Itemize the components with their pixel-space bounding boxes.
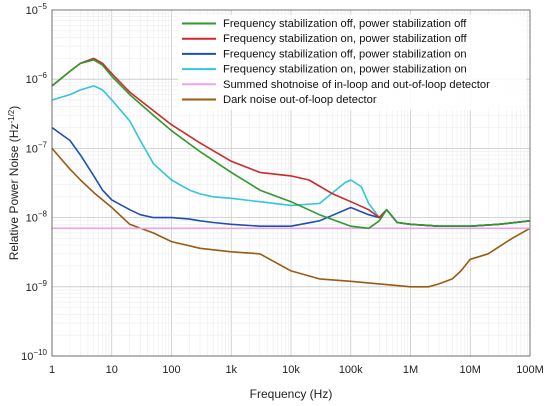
x-tick-label: 1k [225,364,237,376]
legend-label: Frequency stabilization off, power stabi… [223,18,467,30]
y-axis-title: Relative Power Noise (Hz-1/2) [7,106,21,261]
x-tick-label: 1M [403,364,418,376]
y-tick-label: 10−9 [26,279,48,294]
series-line-6 [51,147,531,288]
x-tick-label: 100k [339,364,363,376]
y-axis-title-exponent: -1/2 [7,109,16,123]
x-axis-title: Frequency (Hz) [250,387,333,401]
legend-label: Summed shotnoise of in-loop and out-of-l… [223,79,490,91]
legend-label: Frequency stabilization on, power stabil… [223,64,467,76]
y-tick-label: 10−7 [26,140,48,155]
y-tick-label: 10−8 [26,210,48,225]
y-tick-label: 10−6 [26,71,48,86]
legend-label: Frequency stabilization on, power stabil… [223,33,467,45]
series-line-1 [51,59,531,230]
x-tick-label: 10k [282,364,300,376]
y-tick-label: 10−10 [21,348,47,363]
x-tick-label: 1 [49,364,55,376]
y-tick-label: 10−5 [26,2,48,17]
x-tick-label: 10 [106,364,118,376]
x-tick-label: 100 [162,364,180,376]
legend-background [178,15,526,111]
x-tick-label: 100M [516,364,544,376]
y-tick-labels: 10−10 10−9 10−8 10−7 10−6 10−5 [21,2,47,363]
x-tick-label: 10M [460,364,481,376]
y-axis-title-main: Relative Power Noise (Hz [7,124,21,261]
legend-label: Dark noise out-of-loop detector [223,94,377,106]
y-axis-title-close: ) [7,106,21,110]
legend: Frequency stabilization off, power stabi… [178,15,526,111]
legend-label: Frequency stabilization off, power stabi… [223,48,467,60]
x-tick-labels: 1 10 100 1k 10k 100k 1M 10M 100M [49,364,544,376]
series-layer [51,57,531,288]
plot-frame [51,9,531,357]
